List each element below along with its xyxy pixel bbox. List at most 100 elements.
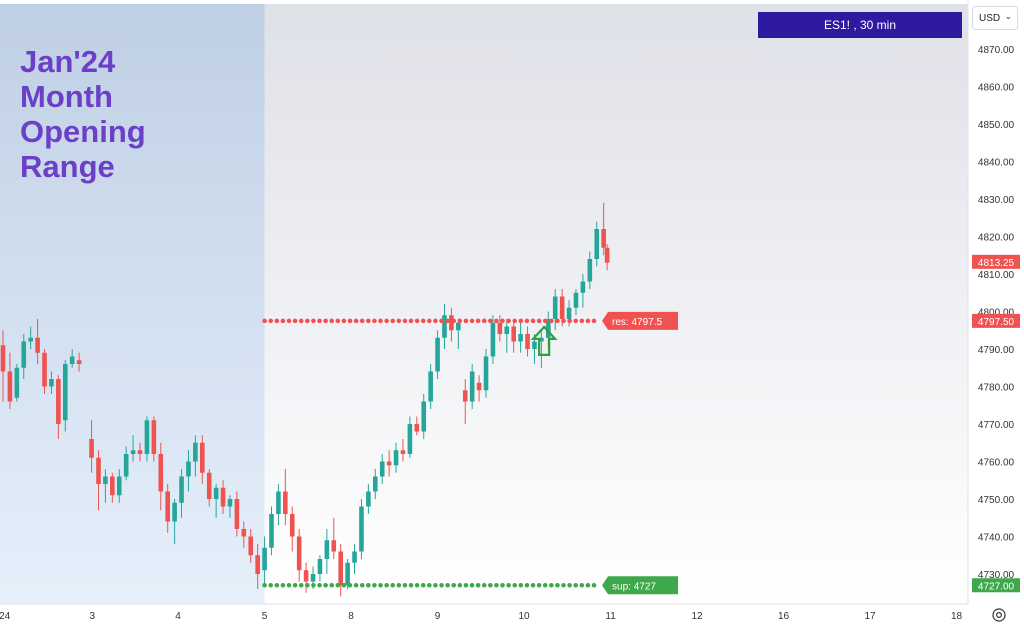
candle-body — [456, 322, 461, 331]
candle-body — [0, 345, 6, 372]
candle — [442, 304, 447, 349]
candle-body — [421, 401, 427, 432]
candle-body — [580, 281, 586, 293]
price-tick-label: 4730.00 — [978, 570, 1015, 581]
symbol-badge[interactable]: ES1! , 30 min — [758, 12, 962, 38]
candle-body — [116, 476, 122, 496]
candle — [400, 439, 406, 462]
candle — [601, 202, 606, 256]
candle-body — [587, 259, 593, 282]
time-tick-label: 18 — [951, 611, 963, 622]
candle-body — [179, 476, 184, 503]
candle — [594, 221, 600, 267]
candle-body — [449, 315, 454, 331]
support-axis-label: 4727.00 — [978, 581, 1015, 592]
candle-body — [483, 356, 489, 391]
candle-body — [386, 461, 392, 466]
support-label-text: sup: 4727 — [612, 581, 656, 592]
candle — [76, 352, 82, 372]
candle-body — [21, 341, 27, 368]
candle — [49, 371, 54, 394]
breakout-arrow-icon — [530, 325, 558, 356]
price-tick-label: 4750.00 — [978, 495, 1015, 506]
candles-layer — [0, 202, 610, 597]
candle-body — [518, 334, 523, 342]
time-tick-label: 12 — [692, 611, 704, 622]
candle-body — [28, 337, 33, 342]
candle — [220, 480, 226, 514]
candle-body — [359, 506, 364, 552]
candle — [62, 360, 68, 432]
support-axis-tag — [972, 578, 1020, 593]
candle-body — [283, 491, 288, 514]
candle-body — [414, 424, 420, 432]
candle-body — [469, 371, 475, 402]
candle-body — [220, 487, 226, 507]
candle — [283, 469, 288, 526]
currency-label: USD — [979, 13, 1001, 24]
candle-body — [532, 341, 537, 349]
gear-icon[interactable] — [991, 607, 1007, 623]
candle — [165, 484, 170, 533]
candle — [504, 319, 510, 353]
candle — [144, 416, 150, 462]
candle-body — [186, 461, 191, 477]
candle — [414, 416, 420, 436]
candle — [206, 469, 212, 507]
last-price-label: 4813.25 — [978, 258, 1015, 269]
candle — [158, 442, 164, 511]
candle — [359, 499, 364, 559]
opening-range-shade — [0, 4, 265, 604]
time-tick-label: 16 — [778, 611, 790, 622]
candle — [338, 544, 343, 597]
candle — [345, 559, 350, 589]
price-tick-label: 4780.00 — [978, 383, 1015, 394]
resistance-label-tag — [602, 311, 679, 330]
candle — [317, 555, 323, 582]
candle-body — [497, 322, 503, 334]
last-price-tag — [972, 254, 1020, 269]
candle — [372, 469, 378, 499]
candle — [96, 450, 101, 511]
price-tick-label: 4810.00 — [978, 270, 1015, 281]
candle-body — [324, 540, 330, 559]
price-tick-label: 4870.00 — [978, 45, 1015, 56]
time-tick-label: 17 — [865, 611, 877, 622]
candle — [604, 244, 610, 271]
candle — [234, 491, 240, 537]
candle — [580, 274, 586, 308]
candle-body — [255, 555, 260, 574]
annotation-line: Range — [20, 149, 115, 184]
candle — [289, 506, 295, 552]
candle — [255, 544, 260, 589]
price-axis-background — [968, 0, 1024, 604]
candle — [331, 517, 337, 559]
price-tick-label: 4860.00 — [978, 83, 1015, 94]
candle-body — [366, 491, 371, 507]
candle — [324, 529, 330, 574]
candle — [7, 352, 13, 409]
candle — [199, 435, 205, 484]
candle — [116, 469, 122, 503]
candle-body — [462, 390, 468, 402]
candle-body — [76, 360, 82, 364]
candle — [130, 435, 136, 462]
candle — [123, 446, 129, 481]
candle-body — [435, 337, 440, 372]
candle-body — [234, 499, 240, 529]
price-tick-label: 4760.00 — [978, 458, 1015, 469]
resistance-axis-label: 4797.50 — [978, 317, 1015, 328]
currency-select[interactable]: USD ⌄ — [972, 6, 1018, 30]
candle-body — [151, 420, 157, 454]
time-tick-label: 5 — [262, 611, 268, 622]
candle-body — [227, 499, 233, 507]
candle — [421, 394, 427, 439]
candle-body — [137, 450, 143, 454]
candle-body — [248, 536, 254, 556]
candle — [435, 330, 440, 379]
candle — [573, 289, 579, 316]
candle — [483, 349, 489, 398]
candle-body — [123, 454, 129, 477]
candle — [69, 349, 75, 368]
